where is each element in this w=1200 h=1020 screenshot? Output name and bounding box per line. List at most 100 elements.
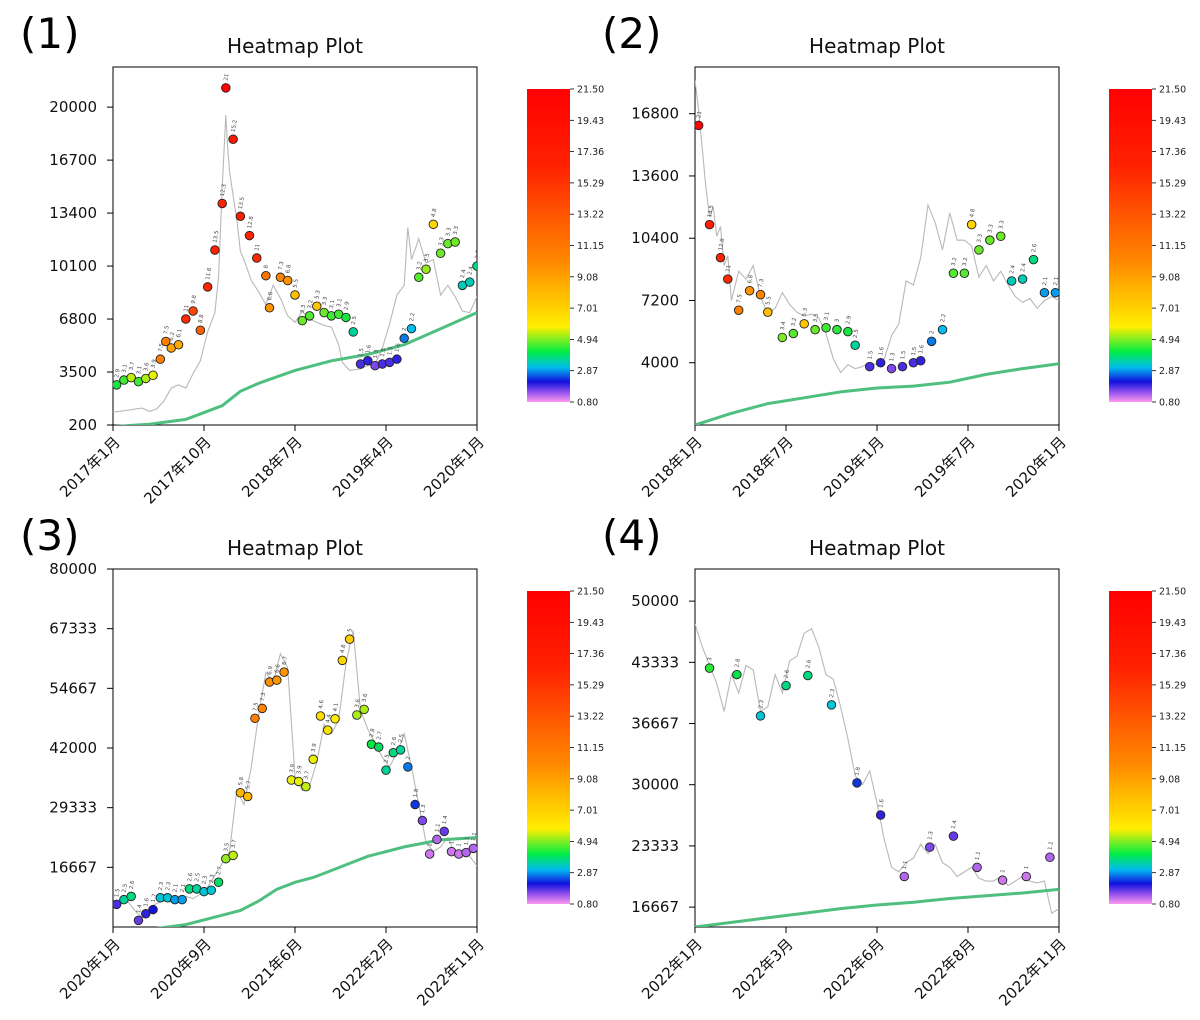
data-point [141,909,151,919]
data-point-label: 3.9 [289,763,297,773]
data-point-label: 1 [1000,869,1007,873]
data-point [832,324,842,335]
data-point-label: 12.3 [220,183,228,197]
data-point [161,336,171,347]
x-tick-label: 2022年11月 [995,935,1069,1009]
data-point-label: 1.5 [911,346,919,356]
data-point-label: 3.5 [223,842,231,852]
data-point [959,268,970,278]
data-point-label: 7.3 [260,692,268,702]
data-point-label: 1.5 [867,350,875,360]
data-point-label: 2 [405,756,412,760]
data-point-label: 3.3 [438,236,446,246]
data-point-label: 7.5 [163,325,171,335]
colorbar-tick-label: 4.94 [1159,837,1180,848]
data-point [417,815,428,826]
data-point-label: 2.9 [845,315,853,325]
data-point-label: 2.2 [940,313,947,323]
data-point-label: 2.3 [202,875,210,885]
x-tick-label: 2019年7月 [911,433,979,501]
data-point-label: 1.3 [889,352,897,362]
colorbar [1109,89,1152,402]
data-point [252,253,262,263]
data-point-label: 1.1 [464,836,471,846]
data-point-label: 7.5 [253,702,261,712]
data-point-label: 3.3 [445,227,453,237]
data-point [432,834,442,845]
data-point [279,667,289,677]
data-point-label: 13.5 [238,196,246,210]
data-point-label: 3.3 [300,304,308,314]
data-point [188,306,198,316]
data-point-label: 15.2 [231,119,239,132]
data-point-label: 1.3 [373,349,381,359]
data-point [715,252,726,263]
colorbar-tick-label: 0.80 [1159,900,1180,911]
data-point-label: 2.6 [784,669,792,679]
data-point-label: 1.6 [365,344,373,354]
data-point-label: 3.3 [976,233,984,243]
x-tick-label: 2018年7月 [238,433,306,501]
x-tick-label: 2020年1月 [420,433,488,501]
data-point-label: 1.4 [951,819,959,829]
data-point [308,754,318,765]
data-point [392,354,402,364]
panel-number: (3) [20,511,80,560]
data-point-label: 1 [1024,865,1031,869]
data-point [1039,287,1050,298]
colorbar-tick-label: 19.43 [577,618,604,629]
data-point-label: 1 [449,840,456,844]
data-point-label: 2.3 [829,688,837,698]
data-point [948,831,959,841]
data-point-label: 1.6 [878,798,886,808]
y-tick-label: 13600 [631,167,679,185]
data-point-label: 5.3 [802,307,810,317]
data-point [875,357,886,368]
colorbar-tick-label: 9.08 [577,272,598,283]
x-tick-label: 2019年4月 [329,433,397,501]
data-point [235,788,246,798]
data-point [348,327,358,337]
data-point [788,328,799,339]
data-point-label: 2.6 [805,659,813,669]
colorbar-tick-label: 19.43 [1159,618,1186,629]
data-point-label: 8 [263,264,270,269]
data-point-label: 2 [929,330,936,334]
x-tick-label: 2022年3月 [729,935,797,1003]
data-point-label: 3.3 [453,225,461,235]
colorbar-tick-label: 21.50 [577,85,604,96]
colorbar [527,89,570,402]
data-point [363,356,373,366]
data-point [875,810,886,820]
data-point [1017,274,1028,284]
data-point [461,847,471,858]
colorbar-tick-label: 2.87 [577,868,598,879]
data-point [897,361,908,372]
data-point [177,894,187,905]
y-tick-label: 16667 [631,898,679,916]
data-point [763,307,773,317]
data-point [414,272,424,283]
data-point [206,885,217,896]
data-point-label: 2.3 [209,873,217,883]
data-point-label: 6.8 [267,291,275,301]
data-point [480,295,489,304]
data-point [257,703,267,714]
data-point-label: 11 [183,304,190,312]
data-point-label: 2.7 [216,865,224,875]
data-point-label: 3.3 [813,313,821,323]
data-point-label: 2.4 [460,269,468,279]
colorbar-tick-label: 9.08 [577,774,598,785]
data-point [695,120,704,131]
data-point-label: 3.9 [151,358,159,368]
y-tick-label: 10100 [49,257,97,275]
colorbar-tick-label: 0.80 [577,900,598,911]
data-point-label: 1.3 [927,830,935,840]
data-point-label: 2 [402,327,409,331]
data-point [359,704,369,715]
data-point-label: 7.3 [758,278,766,288]
colorbar-tick-label: 9.08 [1159,774,1180,785]
